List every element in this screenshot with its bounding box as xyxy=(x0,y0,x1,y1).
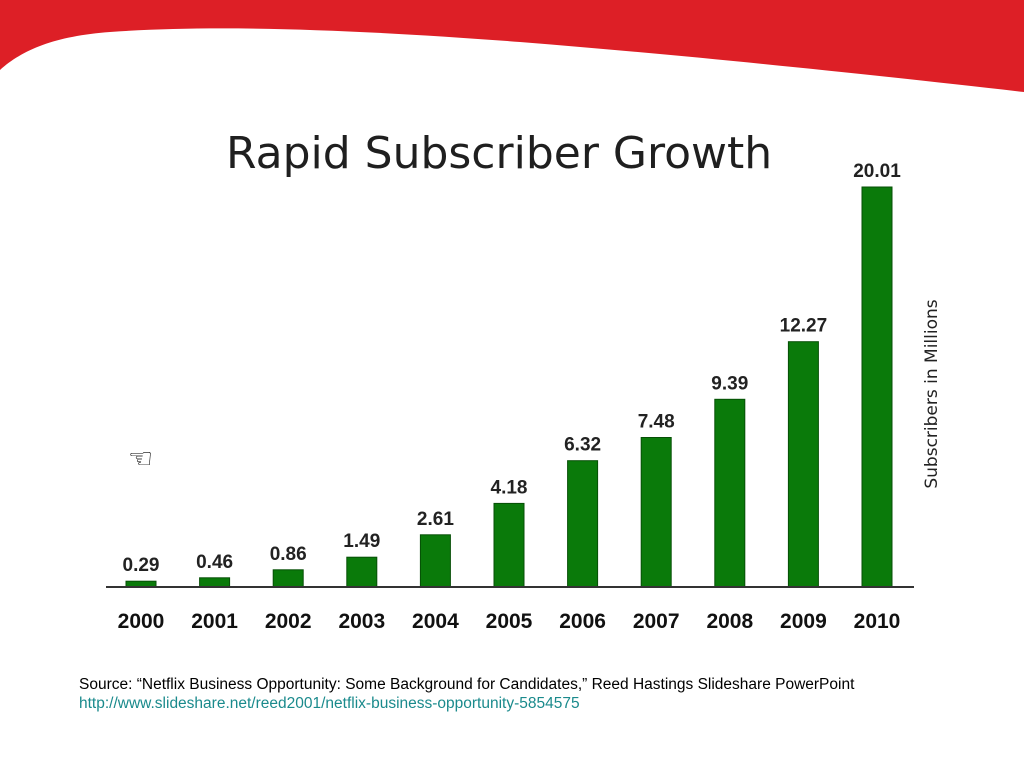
chart-title: Rapid Subscriber Growth xyxy=(226,128,772,179)
bar-2004 xyxy=(419,534,451,588)
bar-value-label-2006: 6.32 xyxy=(564,435,601,456)
bar-value-label-2009: 12.27 xyxy=(780,316,828,337)
x-tick-label-2007: 2007 xyxy=(633,610,680,633)
bar-2010 xyxy=(861,186,893,588)
x-tick-label-2008: 2008 xyxy=(706,610,753,633)
x-tick-label-2003: 2003 xyxy=(338,610,385,633)
bar-2008 xyxy=(714,398,746,588)
red-banner xyxy=(0,0,1024,92)
source-link[interactable]: http://www.slideshare.net/reed2001/netfl… xyxy=(79,695,580,712)
bar-2009 xyxy=(787,341,819,588)
bar-2007 xyxy=(640,437,672,588)
x-tick-label-2001: 2001 xyxy=(191,610,238,633)
bar-value-label-2004: 2.61 xyxy=(417,509,454,530)
x-tick-label-2000: 2000 xyxy=(118,610,165,633)
bar-value-label-2005: 4.18 xyxy=(491,477,528,498)
y-axis-title: Subscribers in Millions xyxy=(922,299,942,488)
bar-value-label-2010: 20.01 xyxy=(853,161,901,182)
x-tick-label-2004: 2004 xyxy=(412,610,459,633)
bar-value-label-2002: 0.86 xyxy=(270,544,307,565)
banner-wave xyxy=(0,0,1024,92)
bar-value-label-2000: 0.29 xyxy=(123,555,160,576)
bar-2002 xyxy=(272,569,304,588)
x-tick-label-2005: 2005 xyxy=(486,610,533,633)
x-tick-label-2006: 2006 xyxy=(559,610,606,633)
x-tick-label-2010: 2010 xyxy=(854,610,901,633)
pointing-hand-icon: ☜ xyxy=(128,442,154,475)
bar-value-label-2001: 0.46 xyxy=(196,552,233,573)
bar-2003 xyxy=(346,556,378,588)
bars-group: 0.29 0.46 0.86 1.49 2.61 4.18 6.32 7.48 9.39 12.2… xyxy=(123,161,901,588)
source-citation: Source: “Netflix Business Opportunity: S… xyxy=(79,675,999,713)
bar-2005 xyxy=(493,502,525,588)
bar-value-label-2008: 9.39 xyxy=(711,373,748,394)
bar-2006 xyxy=(567,460,599,588)
bar-value-label-2007: 7.48 xyxy=(638,412,675,433)
x-tick-label-2002: 2002 xyxy=(265,610,312,633)
source-text: Source: “Netflix Business Opportunity: S… xyxy=(79,676,855,693)
bar-chart: Rapid Subscriber Growth 0.29 0.46 0.86 1.49… xyxy=(106,128,942,633)
x-tick-label-2009: 2009 xyxy=(780,610,827,633)
bar-value-label-2003: 1.49 xyxy=(343,531,380,552)
bar-2001 xyxy=(199,577,231,588)
x-tick-labels: 2000 2001 2002 2003 2004 2005 2006 2007 2008 2009… xyxy=(118,610,901,633)
